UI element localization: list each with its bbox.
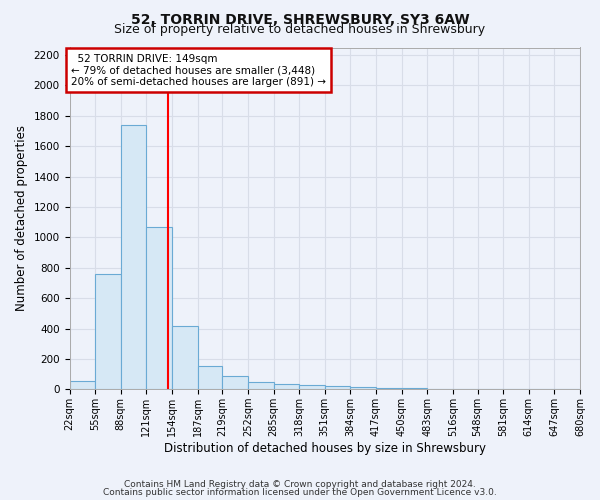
Bar xyxy=(325,386,350,390)
Bar xyxy=(274,384,299,390)
Bar xyxy=(70,381,95,390)
Text: 52, TORRIN DRIVE, SHREWSBURY, SY3 6AW: 52, TORRIN DRIVE, SHREWSBURY, SY3 6AW xyxy=(131,12,469,26)
Bar xyxy=(376,388,401,390)
Bar xyxy=(95,274,121,390)
Bar xyxy=(401,388,427,390)
Bar xyxy=(453,388,478,390)
Bar xyxy=(121,125,146,390)
Text: Contains public sector information licensed under the Open Government Licence v3: Contains public sector information licen… xyxy=(103,488,497,497)
Bar xyxy=(350,387,376,390)
Bar xyxy=(223,376,248,390)
Bar xyxy=(146,227,172,390)
Bar xyxy=(248,382,274,390)
Y-axis label: Number of detached properties: Number of detached properties xyxy=(15,126,28,312)
Bar xyxy=(172,326,197,390)
Bar xyxy=(197,366,223,390)
Text: Contains HM Land Registry data © Crown copyright and database right 2024.: Contains HM Land Registry data © Crown c… xyxy=(124,480,476,489)
Bar xyxy=(427,388,453,390)
Text: Size of property relative to detached houses in Shrewsbury: Size of property relative to detached ho… xyxy=(115,22,485,36)
Text: 52 TORRIN DRIVE: 149sqm
← 79% of detached houses are smaller (3,448)
20% of semi: 52 TORRIN DRIVE: 149sqm ← 79% of detache… xyxy=(71,54,326,87)
Bar xyxy=(299,384,325,390)
X-axis label: Distribution of detached houses by size in Shrewsbury: Distribution of detached houses by size … xyxy=(164,442,486,455)
